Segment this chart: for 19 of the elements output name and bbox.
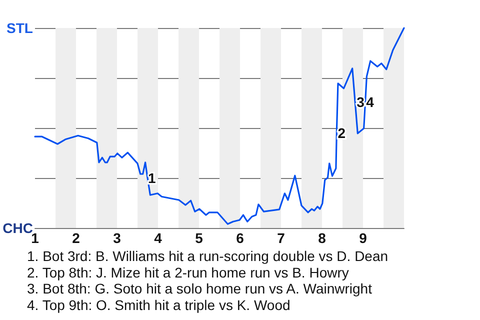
- x-tick-label: 5: [195, 230, 204, 246]
- x-tick-label: 8: [318, 230, 326, 246]
- text: CHC: [2, 220, 33, 236]
- x-tick-label: 4: [154, 230, 162, 246]
- annotation: 3: [356, 94, 365, 110]
- text: 2. Top 8th: J. Mize hit a 2-run home run vs B. Howry: [27, 264, 349, 280]
- text: 4. Top 9th: O. Smith hit a triple vs K. Wood: [27, 296, 290, 313]
- x-tick-label: 1: [31, 230, 40, 246]
- x-tick-label: 7: [277, 230, 286, 246]
- annotation: 4: [366, 94, 374, 110]
- x-tick-label: 9: [359, 230, 368, 246]
- text: STL: [6, 20, 34, 36]
- x-tick-label: 6: [236, 230, 244, 246]
- x-tick-label: 3: [113, 230, 122, 246]
- text: 1. Bot 3rd: B. Williams hit a run-scoring double vs D. Dean: [27, 248, 388, 264]
- annotation: 1: [148, 170, 156, 186]
- text: 3. Bot 8th: G. Soto hit a solo home run vs A. Wainwright: [27, 280, 372, 297]
- x-tick-label: 2: [72, 230, 80, 246]
- annotation: 2: [338, 125, 346, 141]
